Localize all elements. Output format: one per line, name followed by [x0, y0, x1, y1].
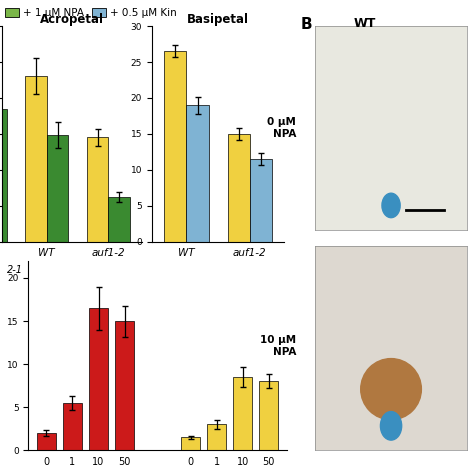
Text: 2-1: 2-1 [7, 265, 23, 275]
Bar [87, 137, 109, 242]
Bar [207, 424, 227, 450]
Legend: + 1 μM NPA, + 0.5 μM Kin: + 1 μM NPA, + 0.5 μM Kin [5, 8, 177, 18]
Text: WT: WT [354, 17, 376, 29]
Bar [89, 308, 108, 450]
Bar [250, 159, 272, 242]
Bar [63, 403, 82, 450]
Bar [115, 321, 134, 450]
Bar [0, 109, 7, 242]
Bar [47, 136, 68, 242]
Circle shape [382, 193, 400, 218]
Title: Acropetal: Acropetal [40, 13, 104, 26]
Bar [186, 105, 209, 242]
Ellipse shape [361, 359, 421, 420]
Bar [233, 377, 253, 450]
Bar [259, 382, 278, 450]
Title: Basipetal: Basipetal [187, 13, 249, 26]
Bar [25, 76, 47, 242]
Bar [228, 134, 250, 242]
Bar [164, 51, 186, 242]
Bar [109, 197, 130, 242]
Bar [37, 433, 56, 450]
Bar [181, 438, 201, 450]
Text: 0 μM
NPA: 0 μM NPA [267, 117, 296, 139]
Text: 10 μM
NPA: 10 μM NPA [260, 335, 296, 357]
Text: B: B [301, 17, 313, 32]
Circle shape [381, 411, 401, 440]
